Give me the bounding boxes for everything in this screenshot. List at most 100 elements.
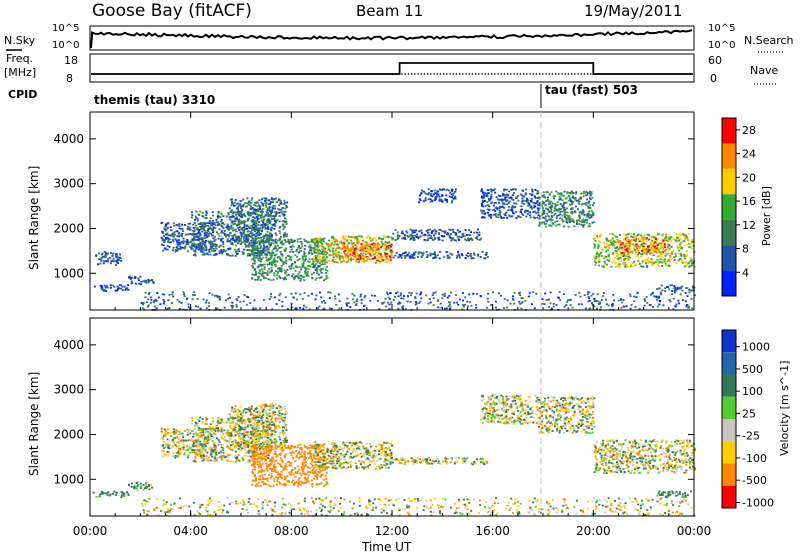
echo-cell bbox=[404, 238, 407, 241]
echo-cell bbox=[213, 457, 216, 460]
echo-cell bbox=[419, 194, 421, 197]
echo-cell bbox=[347, 302, 350, 304]
echo-cell bbox=[257, 249, 260, 252]
echo-cell bbox=[270, 270, 273, 272]
echo-cell bbox=[605, 250, 608, 253]
echo-cell bbox=[520, 205, 523, 208]
echo-cell bbox=[331, 235, 334, 238]
echo-cell bbox=[178, 433, 181, 436]
echo-cell bbox=[448, 308, 451, 310]
echo-cell bbox=[420, 232, 423, 234]
echo-cell bbox=[406, 231, 409, 234]
echo-cell bbox=[575, 199, 578, 202]
echo-cell bbox=[213, 441, 216, 444]
echo-cell bbox=[311, 266, 314, 268]
echo-cell bbox=[287, 273, 290, 276]
cpid-segment-1: themis (tau) 3310 bbox=[94, 93, 215, 107]
echo-cell bbox=[369, 249, 372, 252]
echo-cell bbox=[167, 299, 170, 301]
echo-cell bbox=[180, 447, 183, 449]
echo-cell bbox=[205, 249, 208, 251]
echo-cell bbox=[422, 234, 425, 237]
echo-cell bbox=[528, 204, 531, 207]
echo-cell bbox=[258, 255, 261, 258]
echo-cell bbox=[145, 281, 148, 284]
echo-cell bbox=[220, 240, 223, 243]
echo-cell bbox=[333, 261, 336, 263]
echo-cell bbox=[640, 253, 643, 255]
echo-cell bbox=[262, 247, 265, 250]
echo-cell bbox=[270, 266, 273, 269]
echo-cell bbox=[176, 453, 179, 456]
echo-cell bbox=[626, 254, 629, 257]
echo-cell bbox=[248, 253, 251, 255]
echo-cell bbox=[171, 431, 174, 434]
echo-cell bbox=[225, 249, 228, 252]
echo-cell bbox=[200, 247, 203, 249]
echo-cell bbox=[530, 200, 533, 203]
echo-cell bbox=[655, 251, 658, 254]
echo-cell bbox=[565, 217, 568, 220]
echo-cell bbox=[437, 306, 440, 309]
echo-cell bbox=[342, 235, 345, 238]
echo-cell bbox=[194, 233, 197, 236]
echo-cell bbox=[235, 305, 238, 308]
echo-cell bbox=[398, 302, 401, 305]
echo-cell bbox=[229, 254, 232, 257]
echo-cell bbox=[274, 213, 277, 216]
echo-cell bbox=[220, 249, 223, 251]
echo-cell bbox=[205, 212, 208, 214]
echo-cell bbox=[273, 198, 276, 200]
echo-cell bbox=[578, 200, 581, 203]
y-tick-label: 4000 bbox=[53, 132, 84, 146]
echo-cell bbox=[580, 197, 582, 200]
echo-cell bbox=[266, 209, 269, 212]
echo-cell bbox=[572, 219, 575, 222]
echo-cell bbox=[258, 243, 261, 246]
echo-cell bbox=[229, 211, 232, 213]
echo-cell bbox=[586, 193, 589, 196]
echo-cell bbox=[147, 281, 150, 284]
echo-cell bbox=[217, 210, 220, 213]
echo-cell bbox=[238, 229, 241, 231]
echo-cell bbox=[619, 233, 621, 236]
echo-cell bbox=[542, 191, 545, 194]
echo-cell bbox=[497, 198, 500, 201]
echo-cell bbox=[625, 245, 628, 247]
echo-cell bbox=[283, 214, 286, 217]
echo-cell bbox=[420, 191, 423, 194]
echo-cell bbox=[627, 259, 630, 261]
echo-cell bbox=[660, 284, 663, 287]
echo-cell bbox=[624, 239, 627, 241]
echo-cell bbox=[669, 237, 672, 240]
echo-cell bbox=[497, 216, 500, 219]
echo-cell bbox=[635, 296, 638, 298]
echo-cell bbox=[107, 258, 110, 260]
echo-cell bbox=[388, 307, 391, 310]
echo-cell bbox=[321, 251, 324, 254]
echo-cell bbox=[602, 248, 604, 251]
echo-cell bbox=[120, 260, 123, 262]
echo-cell bbox=[303, 266, 306, 269]
echo-cell bbox=[570, 218, 573, 220]
echo-cell bbox=[537, 209, 540, 211]
echo-cell bbox=[201, 228, 204, 230]
echo-cell bbox=[684, 237, 687, 240]
echo-cell bbox=[356, 254, 359, 257]
echo-cell bbox=[249, 249, 252, 252]
echo-cell bbox=[409, 256, 412, 259]
echo-cell bbox=[619, 246, 622, 249]
echo-cell bbox=[454, 195, 457, 198]
echo-cell bbox=[627, 242, 630, 245]
echo-cell bbox=[216, 296, 219, 298]
echo-cell bbox=[543, 201, 546, 204]
echo-cell bbox=[504, 214, 507, 217]
echo-cell bbox=[372, 242, 375, 245]
echo-cell bbox=[403, 255, 406, 257]
echo-cell bbox=[185, 449, 188, 452]
echo-cell bbox=[314, 255, 317, 257]
echo-cell bbox=[459, 298, 461, 301]
echo-cell bbox=[216, 457, 219, 459]
echo-cell bbox=[586, 192, 589, 194]
echo-cell bbox=[231, 254, 234, 257]
